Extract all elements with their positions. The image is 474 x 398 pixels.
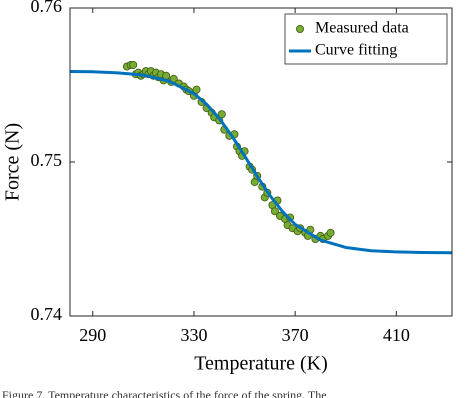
caption: Figure 7. Temperature characteristics of… bbox=[2, 388, 327, 398]
x-tick-label: 330 bbox=[180, 325, 207, 345]
x-axis-label: Temperature (K) bbox=[194, 353, 328, 375]
data-point bbox=[129, 60, 138, 69]
plot-area bbox=[70, 60, 452, 255]
y-tick-label: 0.74 bbox=[31, 304, 63, 324]
fit-line bbox=[70, 69, 452, 255]
data-point bbox=[192, 85, 201, 94]
axes-box bbox=[69, 7, 453, 317]
data-point bbox=[217, 110, 226, 119]
legend-label: Curve fitting bbox=[315, 42, 397, 59]
y-tick-label: 0.76 bbox=[31, 0, 63, 16]
legend-label: Measured data bbox=[315, 20, 409, 37]
legend-marker bbox=[295, 24, 304, 33]
data-point bbox=[162, 71, 171, 80]
data-point bbox=[326, 228, 335, 237]
x-tick-label: 290 bbox=[79, 325, 106, 345]
x-tick-label: 370 bbox=[282, 325, 309, 345]
y-tick-label: 0.75 bbox=[31, 150, 63, 170]
y-axis-label: Force (N) bbox=[2, 123, 24, 201]
legend-box bbox=[284, 13, 448, 65]
x-tick-label: 410 bbox=[383, 325, 410, 345]
data-point bbox=[270, 207, 279, 216]
